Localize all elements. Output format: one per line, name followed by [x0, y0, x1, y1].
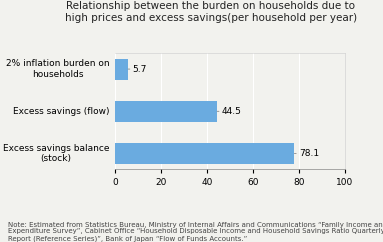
Text: 5.7: 5.7	[128, 65, 147, 74]
Bar	[115, 59, 128, 80]
Bar	[115, 143, 295, 164]
Text: 44.5: 44.5	[217, 107, 242, 116]
Bar	[115, 101, 217, 122]
Text: Relationship between the burden on households due to
high prices and excess savi: Relationship between the burden on house…	[65, 1, 357, 23]
Text: Note: Estimated from Statistics Bureau, Ministry of Internal Affairs and Communi: Note: Estimated from Statistics Bureau, …	[8, 221, 383, 242]
Text: 78.1: 78.1	[295, 149, 319, 158]
